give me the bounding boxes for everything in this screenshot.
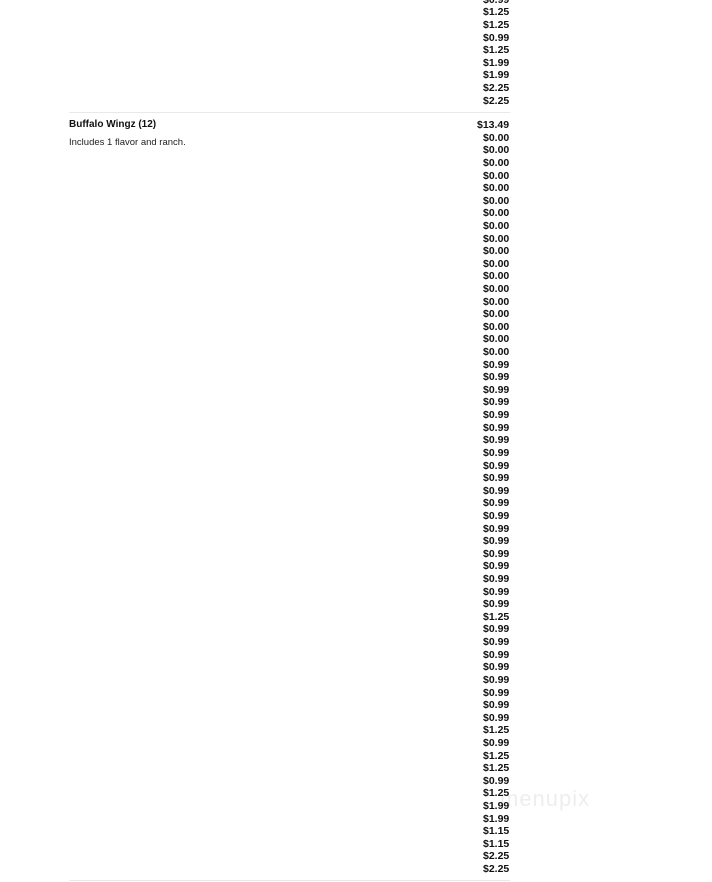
item-price: $13.49 — [477, 119, 510, 131]
option-price: $0.99 — [483, 484, 510, 497]
option-price: $0.99 — [483, 31, 510, 44]
option-price: $0.00 — [483, 219, 510, 232]
option-price: $0.99 — [483, 547, 510, 560]
option-price: $0.00 — [483, 182, 510, 195]
option-price: $0.99 — [483, 522, 510, 535]
option-price: $0.00 — [483, 283, 510, 295]
divider — [69, 112, 510, 113]
option-price: $0.99 — [483, 358, 510, 371]
option-price: $0.99 — [483, 585, 510, 598]
option-price: $0.99 — [483, 573, 510, 586]
option-price: $1.25 — [483, 762, 510, 775]
option-price: $0.99 — [483, 661, 510, 674]
option-price: $0.00 — [483, 156, 510, 169]
option-price: $0.99 — [483, 509, 510, 522]
option-price: $1.25 — [483, 749, 510, 762]
option-price: $0.00 — [483, 270, 510, 283]
option-price: $1.15 — [483, 825, 510, 838]
option-price: $0.99 — [483, 472, 510, 485]
option-price: $0.00 — [483, 320, 510, 333]
option-price: $1.99 — [483, 812, 510, 825]
option-price: $0.00 — [483, 257, 510, 270]
option-price: $1.99 — [483, 799, 510, 812]
option-price: $0.00 — [483, 346, 510, 359]
item-description: Includes 1 flavor and ranch. — [69, 137, 186, 148]
option-price: $0.99 — [483, 434, 510, 447]
option-price: $0.99 — [483, 774, 510, 787]
option-price: $0.99 — [483, 497, 510, 510]
option-price: $0.00 — [483, 295, 510, 308]
option-price: $0.99 — [483, 648, 510, 661]
option-price: $0.99 — [483, 421, 510, 434]
option-price: $2.25 — [483, 81, 510, 94]
option-price: $1.25 — [483, 18, 510, 31]
option-price: $0.99 — [483, 636, 510, 649]
option-price: $0.99 — [483, 446, 510, 459]
item-title: Buffalo Wingz (12) — [69, 119, 157, 130]
option-price: $0.00 — [483, 194, 510, 207]
option-price: $0.99 — [483, 736, 510, 749]
option-price: $1.99 — [483, 56, 510, 69]
option-price: $1.25 — [483, 787, 510, 800]
option-price: $0.99 — [483, 371, 510, 384]
watermark: menupix — [500, 786, 591, 811]
option-price: $1.25 — [483, 44, 510, 57]
option-price: $2.25 — [483, 94, 510, 107]
option-price: $0.99 — [483, 699, 510, 712]
option-price: $0.99 — [483, 598, 510, 611]
option-price: $0.00 — [483, 232, 510, 245]
option-price: $2.25 — [483, 850, 510, 863]
option-price: $0.00 — [483, 207, 510, 220]
option-price: $0.99 — [483, 0, 509, 6]
option-price: $0.99 — [483, 459, 510, 472]
option-price: $0.00 — [483, 131, 510, 144]
option-price: $0.99 — [483, 623, 510, 636]
option-price: $2.25 — [483, 863, 510, 876]
option-price: $1.99 — [483, 69, 510, 82]
option-price: $0.99 — [483, 409, 510, 422]
option-price: $1.25 — [483, 724, 510, 737]
option-price: $0.99 — [483, 383, 510, 396]
option-price: $1.25 — [483, 610, 510, 623]
option-price: $0.99 — [483, 686, 510, 699]
option-price: $0.00 — [483, 308, 510, 321]
divider — [69, 880, 510, 881]
option-price: $0.99 — [483, 711, 510, 724]
option-price: $0.00 — [483, 245, 510, 258]
option-price: $0.00 — [483, 144, 510, 157]
option-price: $0.99 — [483, 396, 510, 409]
option-price: $0.00 — [483, 333, 510, 346]
option-price: $0.99 — [483, 673, 510, 686]
option-price: $0.99 — [483, 535, 510, 548]
option-price: $1.15 — [483, 837, 510, 850]
option-price: $0.00 — [483, 169, 510, 182]
option-price: $1.25 — [483, 6, 510, 19]
option-price: $0.99 — [483, 560, 510, 573]
